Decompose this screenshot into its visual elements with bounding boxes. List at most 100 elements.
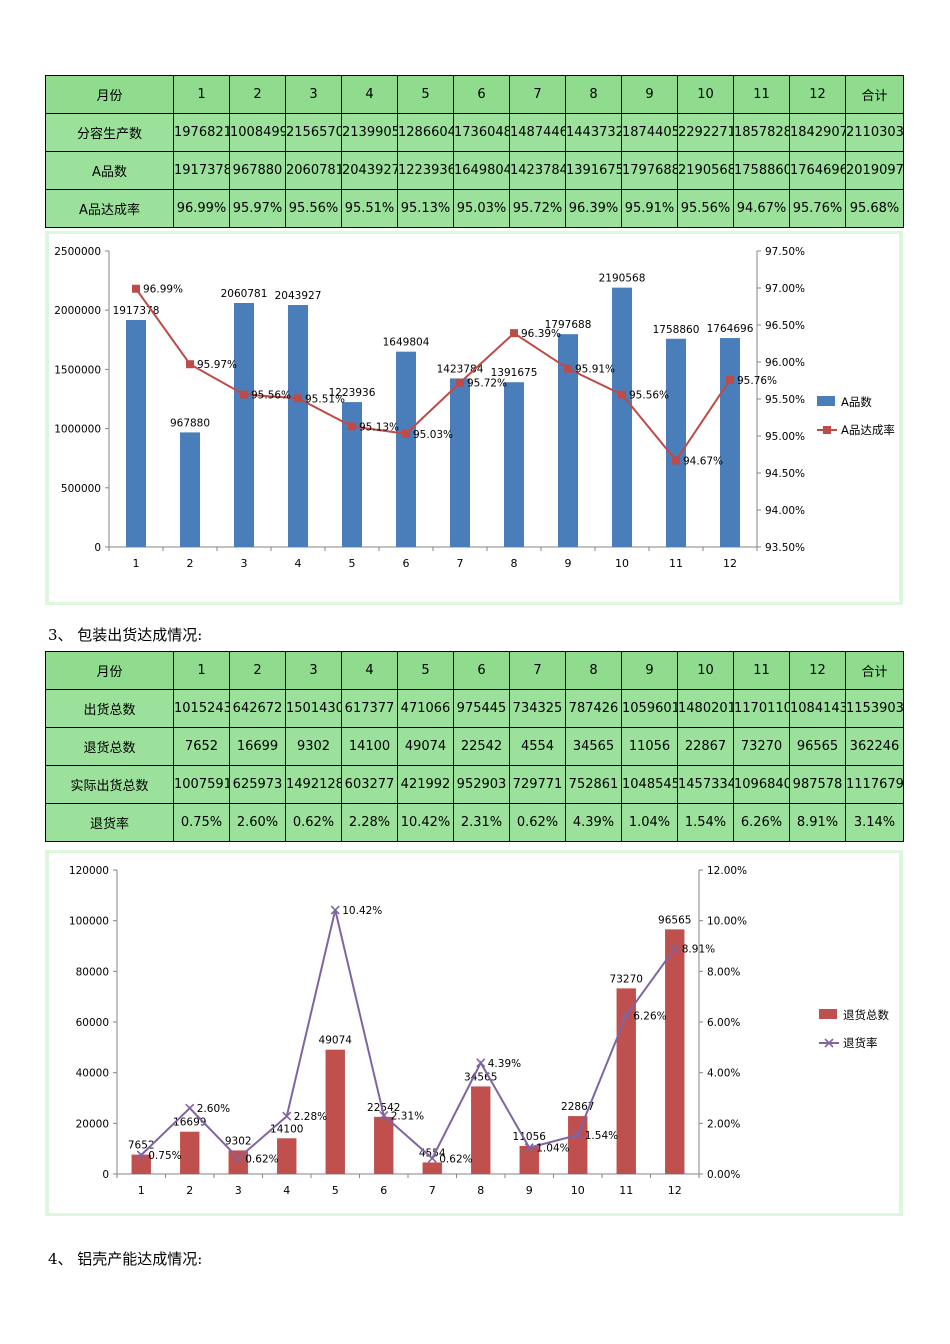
section-heading-4: 4、 铝壳产能达成情况: xyxy=(48,1250,203,1268)
table-row: 出货总数 1015243 642672 1501430 617377 471066 9754… xyxy=(45,689,904,728)
line-data-label: 2.31% xyxy=(391,1110,424,1122)
line-marker xyxy=(132,284,140,293)
line-marker xyxy=(476,1058,486,1068)
capacity-table-body: 月份 1 2 3 4 5 6 7 8 9 10 11 12 合计 分容生产数 1976821 1008499 21… xyxy=(45,75,904,228)
table-cell: 2292271 xyxy=(677,113,734,152)
table-row: 退货总数 7652 16699 9302 14100 49074 22542 4554 3456… xyxy=(45,727,904,766)
table-cell: 603277 xyxy=(341,765,398,804)
line-data-label: 95.72% xyxy=(467,378,507,390)
table-cell: 421992 xyxy=(397,765,454,804)
table-cell: 2.28% xyxy=(341,803,398,842)
table-cell: 1492128 xyxy=(285,765,342,804)
bar-data-label: 22542 xyxy=(367,1102,400,1114)
table-cell: 94.67% xyxy=(733,189,790,228)
line-data-label: 95.13% xyxy=(359,421,399,433)
table-cell: 2156570 xyxy=(285,113,342,152)
bar xyxy=(180,1131,200,1174)
table-cell: 1096840 xyxy=(733,765,790,804)
table-cell: 2190568 xyxy=(677,151,734,190)
line-data-label: 4.39% xyxy=(488,1058,521,1070)
table-cell: 95.13% xyxy=(397,189,454,228)
x-tick-label: 7 xyxy=(429,1184,436,1197)
table-cell: 1423784 xyxy=(509,151,566,190)
line-marker xyxy=(564,364,572,373)
bar-data-label: 49074 xyxy=(319,1035,353,1047)
return-chart: 0 20000 40000 60000 80000 100000 120000 0.00% 2.… xyxy=(69,865,890,1197)
table-cell: 95.68% xyxy=(845,189,904,228)
x-tick-label: 2 xyxy=(186,1184,193,1197)
table-cell: 1015243 xyxy=(173,689,230,728)
table-cell: 2139905 xyxy=(341,113,398,152)
y-tick-label-left: 20000 xyxy=(76,1118,109,1130)
legend-line-marker xyxy=(823,426,831,434)
bar xyxy=(396,351,416,547)
table-cell: 6 xyxy=(453,651,510,690)
line-marker xyxy=(233,1153,243,1163)
a-grade-chart: 0 500000 1000000 1500000 2000000 2500000 93.50… xyxy=(54,246,895,570)
line-data-label: 94.67% xyxy=(683,455,723,467)
line-marker xyxy=(330,905,340,915)
x-tick-label: 5 xyxy=(332,1184,339,1197)
line-data-label: 95.03% xyxy=(413,429,453,441)
table-cell: 7 xyxy=(509,75,566,114)
table-cell: 1.04% xyxy=(621,803,678,842)
line-data-label: 96.99% xyxy=(143,284,183,296)
x-tick-label: 10 xyxy=(571,1184,585,1197)
table-cell: 1797688 xyxy=(621,151,678,190)
table-cell: 11056 xyxy=(621,727,678,766)
row-label-cell: 月份 xyxy=(45,75,174,114)
table-cell: 95.76% xyxy=(789,189,846,228)
table-cell: 11176793 xyxy=(845,765,904,804)
y-tick-label-left: 120000 xyxy=(69,865,109,877)
y-tick-label-left: 100000 xyxy=(69,916,109,928)
bar-data-label: 1649804 xyxy=(383,337,430,349)
table-cell: 11 xyxy=(733,75,790,114)
return-chart-area: 0 20000 40000 60000 80000 100000 120000 0.00% 2.… xyxy=(49,853,899,1213)
table-cell: 2 xyxy=(229,75,286,114)
table-cell: 96.39% xyxy=(565,189,622,228)
x-tick-label: 10 xyxy=(615,557,629,570)
table-cell: 7 xyxy=(509,651,566,690)
table-cell: 1 xyxy=(173,75,230,114)
line-data-label: 2.28% xyxy=(294,1111,327,1123)
table-cell: 1007591 xyxy=(173,765,230,804)
y-tick-label-left: 2500000 xyxy=(54,246,101,258)
line-marker xyxy=(427,1153,437,1163)
line-series xyxy=(135,288,731,463)
line-data-label: 0.62% xyxy=(245,1153,278,1165)
table-cell: 1223936 xyxy=(397,151,454,190)
y-tick-label-right: 8.00% xyxy=(707,966,740,978)
legend-line-label: A品达成率 xyxy=(841,423,895,437)
table-cell: 1457334 xyxy=(677,765,734,804)
table-cell: 8 xyxy=(565,651,622,690)
table-cell: 1501430 xyxy=(285,689,342,728)
table-cell: 4554 xyxy=(509,727,566,766)
line-data-label: 10.42% xyxy=(342,905,382,917)
table-cell: 11 xyxy=(733,651,790,690)
table-row: 分容生产数 1976821 1008499 2156570 2139905 1286604… xyxy=(45,113,904,152)
table-cell: 22867 xyxy=(677,727,734,766)
table-cell: 1084143 xyxy=(789,689,846,728)
table-cell: 0.75% xyxy=(173,803,230,842)
x-tick-label: 2 xyxy=(187,557,194,570)
y-tick-label-right: 10.00% xyxy=(707,916,747,928)
table-cell: 10 xyxy=(677,651,734,690)
x-tick-label: 9 xyxy=(526,1184,533,1197)
table-cell: 1857828 xyxy=(733,113,790,152)
bar-data-label: 1423784 xyxy=(437,363,484,375)
row-label-cell: 退货总数 xyxy=(45,727,174,766)
table-cell: 987578 xyxy=(789,765,846,804)
bar xyxy=(568,1116,588,1174)
table-cell: 1487446 xyxy=(509,113,566,152)
line-marker xyxy=(186,360,194,369)
line-data-label: 95.97% xyxy=(197,359,237,371)
y-tick-label-right: 2.00% xyxy=(707,1118,740,1130)
bar xyxy=(616,988,636,1174)
table-cell: 49074 xyxy=(397,727,454,766)
x-tick-label: 12 xyxy=(723,557,737,570)
table-cell: 6 xyxy=(453,75,510,114)
y-tick-label-right: 97.00% xyxy=(765,283,805,295)
table-cell: 3.14% xyxy=(845,803,904,842)
bar-data-label: 22867 xyxy=(561,1101,594,1113)
line-data-label: 1.04% xyxy=(536,1143,569,1155)
